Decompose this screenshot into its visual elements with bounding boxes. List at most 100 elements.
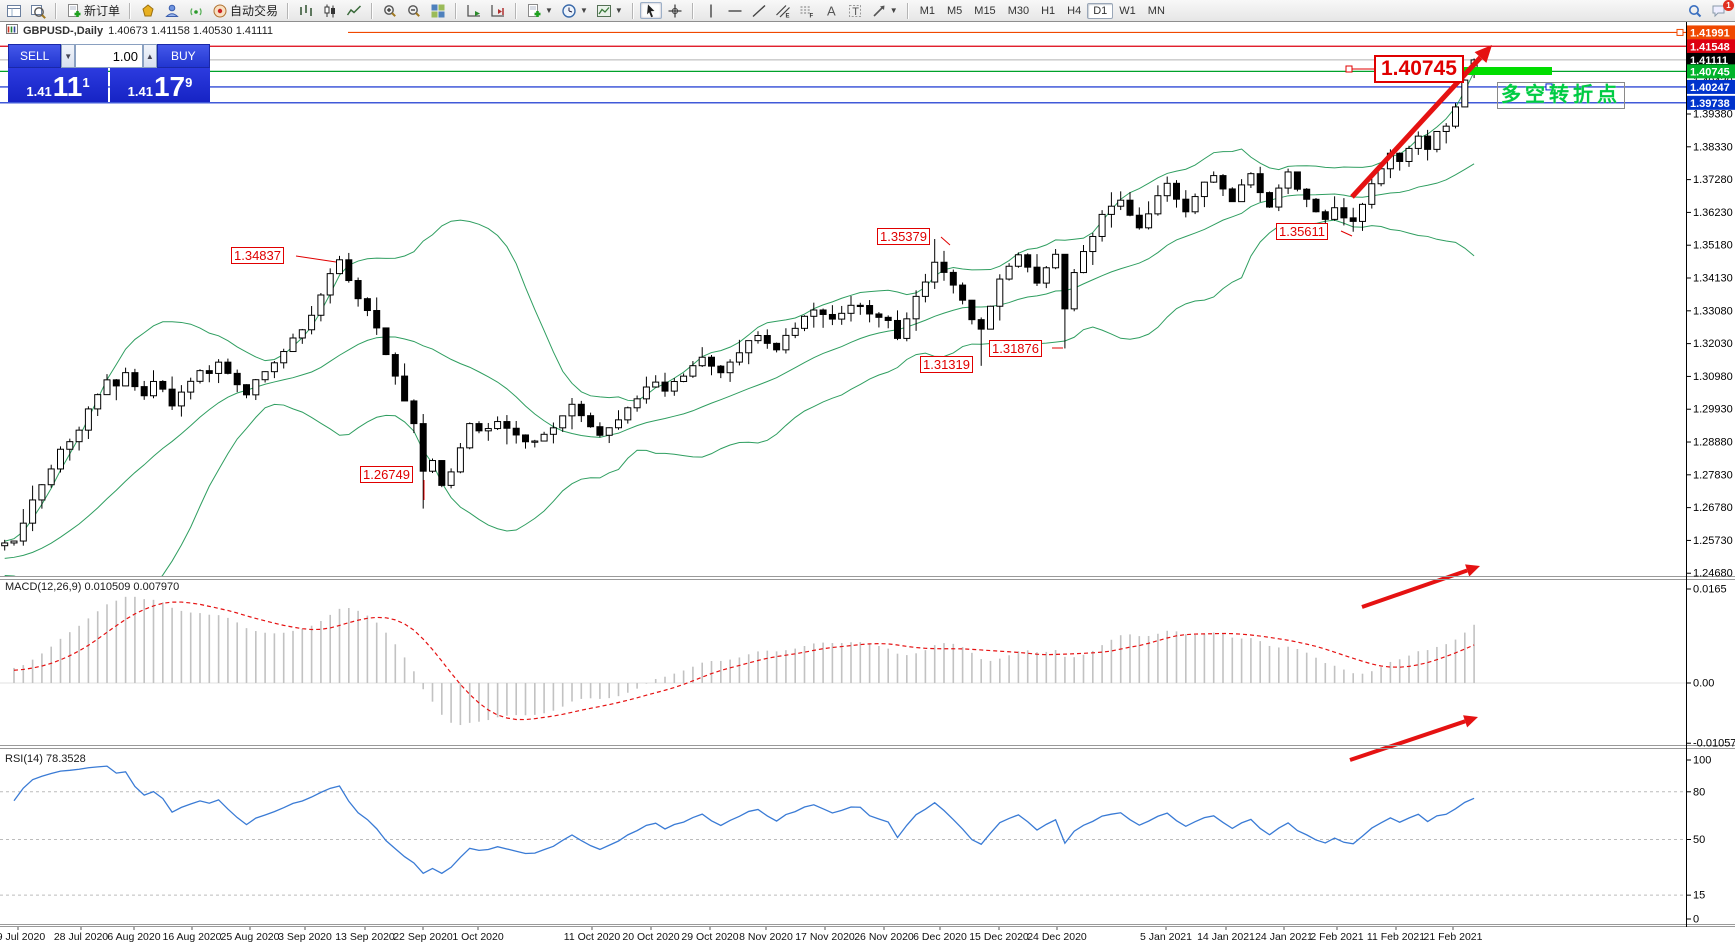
- svg-text:F: F: [809, 13, 813, 19]
- svg-text:1.27830: 1.27830: [1693, 469, 1733, 481]
- price-text-annotation[interactable]: 1.31319: [920, 356, 973, 373]
- svg-text:1.41111: 1.41111: [1690, 55, 1728, 67]
- svg-text:14 Jan 2021: 14 Jan 2021: [1197, 931, 1255, 943]
- svg-text:T: T: [852, 5, 859, 17]
- docplus-icon: [528, 3, 541, 17]
- timeframe-mn-button[interactable]: MN: [1147, 4, 1165, 17]
- arrows-tool-button[interactable]: ▼: [868, 2, 901, 19]
- toolbar-group: [292, 0, 368, 21]
- price-text-annotation[interactable]: 1.35611: [1276, 223, 1329, 240]
- trendline-tool-button[interactable]: [748, 2, 770, 19]
- svg-text:E: E: [785, 13, 789, 19]
- candles-icon: [324, 4, 336, 17]
- timeframe-d1-button[interactable]: D1: [1087, 2, 1114, 19]
- history-center-button[interactable]: [137, 2, 159, 19]
- toolbar-group: 自动交易: [134, 0, 284, 21]
- timeframe-m1-button[interactable]: M1: [919, 4, 935, 17]
- zoom-in-button[interactable]: [379, 2, 401, 19]
- fibonacci-tool-button[interactable]: F: [796, 2, 818, 19]
- toolbar-separator: [631, 2, 634, 19]
- price-text-annotation[interactable]: 1.26749: [360, 466, 413, 483]
- sell-price-button[interactable]: 1.41 11 1: [8, 68, 108, 102]
- svg-text:1.40247: 1.40247: [1690, 82, 1730, 94]
- candlestick-mode-button[interactable]: [319, 2, 341, 19]
- cursor-tool-button[interactable]: [639, 2, 662, 19]
- horizontal-line-tool-button[interactable]: [724, 2, 746, 19]
- svg-text:1.26780: 1.26780: [1693, 502, 1733, 514]
- templates-dropdown-icon[interactable]: ▼: [614, 6, 623, 15]
- autoscroll-icon: [467, 4, 481, 17]
- tline-icon: [752, 4, 766, 17]
- svg-text:28 Jul 2020: 28 Jul 2020: [54, 931, 108, 943]
- vertical-line-tool-button[interactable]: [700, 2, 722, 19]
- timeframe-m15-button[interactable]: M15: [974, 4, 996, 17]
- arrows-tool-dropdown-icon[interactable]: ▼: [889, 6, 898, 15]
- charts-list-button[interactable]: [3, 2, 25, 19]
- axis-price-label: [1687, 64, 1735, 79]
- buy-price-sup: 9: [185, 75, 193, 90]
- price-text-annotation[interactable]: 1.34837: [231, 247, 284, 264]
- svg-text:1.24680: 1.24680: [1693, 568, 1733, 580]
- bar-chart-mode-button[interactable]: [295, 2, 317, 19]
- toolbar-group: [460, 0, 512, 21]
- buy-price-button[interactable]: 1.41 17 9: [110, 68, 210, 102]
- timeframe-w1-button[interactable]: W1: [1119, 4, 1136, 17]
- indicators-list-dropdown-icon[interactable]: ▼: [545, 6, 553, 15]
- svg-text:1.28880: 1.28880: [1693, 437, 1733, 449]
- pane-borders: [0, 21, 1735, 927]
- periods-dropdown-icon[interactable]: ▼: [579, 6, 588, 15]
- volume-increase-button[interactable]: ▲: [143, 44, 157, 68]
- svg-text:25 Aug 2020: 25 Aug 2020: [221, 931, 280, 943]
- web-profile-button[interactable]: [161, 2, 183, 19]
- textA-icon: A: [827, 3, 836, 18]
- tile-windows-button[interactable]: [427, 2, 449, 19]
- price-text-annotation[interactable]: 1.35379: [877, 228, 930, 245]
- timeframe-h1-button[interactable]: H1: [1041, 4, 1056, 17]
- auto-trading-button[interactable]: 自动交易: [209, 2, 281, 19]
- line-selection-handle: [1545, 83, 1553, 91]
- signals-button[interactable]: [185, 2, 207, 19]
- buy-price-big: 17: [153, 71, 186, 102]
- notifications-button[interactable]: 1: [1708, 0, 1734, 19]
- timeframe-m5-button[interactable]: M5: [947, 4, 963, 17]
- svg-text:1.38330: 1.38330: [1693, 141, 1733, 153]
- svg-text:50: 50: [1693, 834, 1705, 846]
- timeframe-h4-button[interactable]: H4: [1067, 4, 1082, 17]
- macd-signal-line: [13, 601, 1475, 721]
- trade-panel-price-row: 1.41 11 1 1.41 17 9: [8, 68, 210, 102]
- svg-text:1.37280: 1.37280: [1693, 174, 1733, 186]
- toolbar-group: [376, 0, 452, 21]
- timeframe-m30-button[interactable]: M30: [1007, 4, 1030, 17]
- volume-decrease-button[interactable]: ▼: [61, 44, 75, 68]
- new-order-button[interactable]: 新订单: [63, 2, 123, 19]
- candlestick-series: [1, 58, 1478, 551]
- templates-button[interactable]: ▼: [593, 2, 626, 19]
- auto-scroll-button[interactable]: [463, 2, 485, 19]
- svg-text:21 Feb 2021: 21 Feb 2021: [1424, 931, 1483, 943]
- text-tool-button[interactable]: A: [820, 2, 842, 19]
- volume-input[interactable]: [75, 44, 143, 68]
- zoom-out-button[interactable]: [403, 2, 425, 19]
- svg-text:26 Nov 2020: 26 Nov 2020: [854, 931, 914, 943]
- note-text-annotation[interactable]: 多空转折点: [1497, 82, 1625, 109]
- price-axis[interactable]: 1.24680 1.25730 1.26780 1.27830 1.28880 1.299…: [1686, 25, 1735, 926]
- crosshair-icon: [668, 4, 682, 17]
- price-text-annotation[interactable]: 1.40745: [1374, 55, 1464, 83]
- label-tool-button[interactable]: T: [844, 2, 866, 19]
- crosshair-tool-button[interactable]: [664, 2, 686, 19]
- price-text-annotation[interactable]: 1.31876: [989, 340, 1042, 357]
- sell-button[interactable]: SELL: [8, 44, 62, 68]
- channel-tool-button[interactable]: E: [772, 2, 794, 19]
- fibo-icon: F: [800, 6, 813, 19]
- line-chart-mode-button[interactable]: [343, 2, 365, 19]
- periods-button[interactable]: ▼: [558, 2, 591, 19]
- axis-price-label: [1687, 52, 1735, 67]
- toolbar-group: E F A T ▼: [697, 0, 904, 21]
- chart-shift-button[interactable]: [487, 2, 509, 19]
- search-button[interactable]: [1684, 2, 1706, 19]
- indicators-list-button[interactable]: ▼: [523, 2, 556, 19]
- market-watch-button[interactable]: [27, 2, 49, 19]
- axis-price-label: [1687, 25, 1735, 40]
- buy-button[interactable]: BUY: [156, 44, 210, 68]
